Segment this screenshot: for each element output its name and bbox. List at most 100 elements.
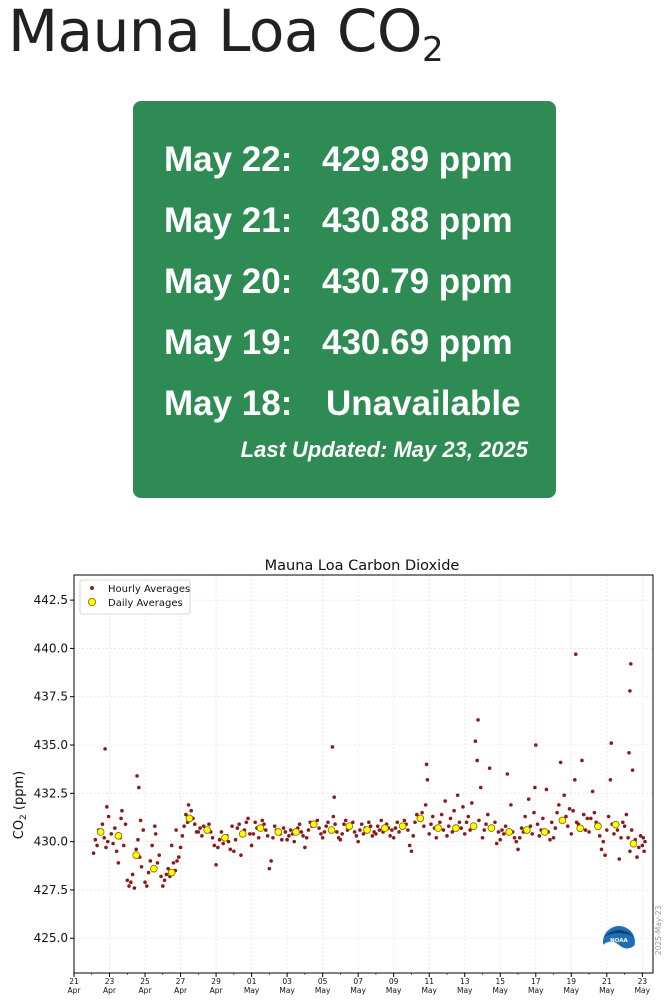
hourly-point — [406, 828, 410, 832]
x-tick-label-month: Apr — [103, 986, 117, 995]
hourly-point — [622, 824, 627, 828]
hourly-point — [587, 830, 591, 834]
hourly-point — [477, 818, 481, 823]
co2-readings-card: May 22: 429.89 ppm May 21: 430.88 ppm Ma… — [133, 101, 556, 498]
hourly-point — [129, 880, 133, 884]
hourly-point — [573, 777, 577, 782]
x-tick-label-month: Apr — [68, 986, 82, 995]
daily-point — [558, 816, 567, 825]
hourly-point — [338, 837, 343, 842]
y-axis-ticks: 425.0 427.5 430.0 432.5 435.0 437.5 440.0 442.5 — [34, 593, 74, 945]
hourly-point — [159, 874, 163, 879]
hourly-point — [429, 822, 433, 827]
hourly-point — [519, 826, 524, 830]
noaa-logo: NOAA — [603, 926, 635, 963]
hourly-point — [143, 880, 147, 884]
reading-value: 430.69 ppm — [322, 323, 513, 362]
hourly-point — [505, 772, 510, 776]
daily-point — [469, 822, 478, 830]
noaa-logo-wave — [603, 941, 635, 963]
hourly-point — [104, 845, 108, 850]
hourly-point — [320, 835, 325, 840]
hourly-point — [434, 835, 439, 840]
hourly-point — [395, 820, 400, 825]
hourly-point — [590, 789, 595, 794]
hourly-point — [139, 864, 144, 869]
chart-date-watermark: 2025-May-23 — [654, 905, 663, 955]
hourly-point — [228, 847, 233, 852]
hourly-point — [269, 859, 273, 863]
y-tick-label: 442.5 — [34, 593, 68, 607]
daily-point — [487, 824, 496, 832]
daily-point — [292, 828, 300, 836]
hourly-point — [627, 750, 631, 755]
hourly-point — [597, 834, 602, 838]
page-title-text: Mauna Loa CO — [8, 0, 423, 65]
hourly-point — [324, 824, 329, 828]
legend-box — [79, 579, 191, 615]
x-tick-label-day: 27 — [176, 977, 186, 986]
hourly-point — [409, 849, 414, 854]
hourly-point — [239, 853, 243, 857]
hourly-point — [549, 820, 554, 825]
x-tick-label-month: May — [599, 986, 615, 995]
hourly-point — [414, 812, 419, 817]
hourly-point — [503, 824, 508, 828]
daily-point — [150, 864, 158, 873]
hourly-point — [212, 843, 217, 848]
x-tick-label-day: 17 — [531, 977, 541, 986]
hourly-point — [580, 758, 584, 763]
hourly-point — [134, 847, 138, 852]
hourly-point — [496, 830, 501, 834]
hourly-point — [267, 866, 272, 871]
hourly-point — [629, 828, 634, 832]
x-tick-label-month: May — [350, 986, 366, 995]
hourly-point — [516, 847, 520, 852]
y-tick-label: 435.0 — [34, 738, 68, 752]
hourly-point — [438, 820, 442, 825]
hourly-point — [184, 812, 188, 817]
hourly-point — [186, 803, 191, 807]
hourly-point — [537, 834, 542, 838]
hourly-point — [207, 822, 211, 827]
hourly-point — [571, 808, 575, 813]
hourly-point — [200, 834, 204, 838]
hourly-point — [500, 828, 504, 832]
y-tick-label: 430.0 — [34, 835, 68, 849]
daily-point — [540, 828, 549, 836]
hourly-point — [475, 758, 479, 763]
hourly-point — [272, 824, 277, 828]
hourly-point — [280, 837, 284, 842]
daily-point — [327, 826, 336, 834]
hourly-point — [397, 830, 401, 834]
hourly-point — [217, 837, 222, 842]
hourly-point — [166, 866, 170, 871]
hourly-point — [615, 828, 620, 832]
hourly-point — [91, 851, 96, 856]
x-tick-label-day: 09 — [389, 977, 399, 986]
daily-point — [594, 822, 602, 831]
x-tick-label-month: May — [528, 986, 544, 995]
hourly-point — [251, 832, 256, 836]
daily-point — [611, 820, 620, 829]
daily-point — [238, 830, 247, 838]
hourly-point — [502, 832, 506, 836]
hourly-point — [464, 820, 469, 825]
hourly-point — [164, 872, 169, 877]
hourly-point — [535, 822, 540, 827]
hourly-point — [120, 808, 124, 813]
hourly-point — [246, 816, 250, 821]
hourly-point — [573, 652, 578, 657]
reading-date: May 22: — [164, 140, 293, 179]
daily-point — [132, 851, 140, 859]
daily-point — [523, 826, 531, 834]
hourly-point — [116, 861, 121, 865]
hourly-point — [265, 834, 270, 838]
co2-chart: Mauna Loa Carbon Dioxide 425.0 427.5 430.0… — [0, 545, 667, 1000]
hourly-point — [161, 884, 165, 888]
hourly-point — [368, 824, 373, 828]
hourly-point — [322, 830, 327, 834]
hourly-point — [123, 822, 128, 827]
hourly-point — [343, 818, 348, 823]
hourly-point — [175, 859, 179, 863]
